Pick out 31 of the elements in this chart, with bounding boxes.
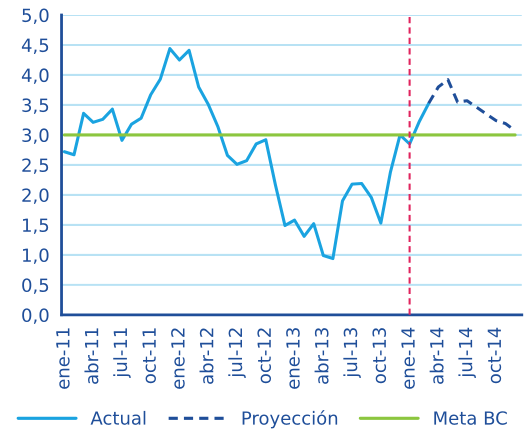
x-tick-label: ene-14 — [401, 328, 415, 389]
y-tick-label: 4,0 — [22, 68, 49, 84]
x-tick-label: jul-11 — [113, 328, 131, 378]
legend-label: Proyección — [242, 410, 338, 428]
y-tick-label: 3,5 — [22, 98, 48, 114]
x-tick-label: jul-12 — [228, 328, 246, 378]
x-tick-label: oct-11 — [142, 328, 156, 384]
y-tick-label: 3,0 — [22, 128, 49, 144]
y-tick-label: 0,5 — [22, 278, 48, 294]
x-tick-label: oct-12 — [257, 328, 272, 384]
line-series — [62, 47, 430, 260]
x-tick-label: abr-13 — [314, 328, 329, 384]
x-tick-label: jul-13 — [343, 328, 361, 378]
x-tick-label: ene-12 — [171, 328, 185, 389]
legend-label: Actual — [90, 410, 146, 425]
y-tick-label: 2,0 — [22, 188, 49, 204]
x-tick-label: abr-14 — [430, 328, 444, 384]
x-tick-label: oct-14 — [488, 328, 502, 384]
x-tick-label: ene-11 — [56, 328, 70, 389]
y-tick-label: 1,0 — [23, 248, 49, 264]
x-tick-label: abr-12 — [200, 328, 214, 384]
x-tick-label: abr-11 — [84, 328, 98, 384]
y-tick-label: 0,0 — [22, 308, 49, 324]
x-tick-label: ene-13 — [286, 328, 300, 389]
x-tick-label: jul-14 — [458, 328, 476, 378]
y-tick-label: 4,5 — [22, 38, 48, 54]
y-tick-label: 2,5 — [22, 158, 48, 174]
legend-label: Meta BC — [434, 411, 507, 425]
y-tick-label: 1,5 — [23, 218, 48, 234]
y-tick-label: 5,0 — [22, 8, 49, 24]
x-tick-label: oct-13 — [372, 328, 386, 384]
